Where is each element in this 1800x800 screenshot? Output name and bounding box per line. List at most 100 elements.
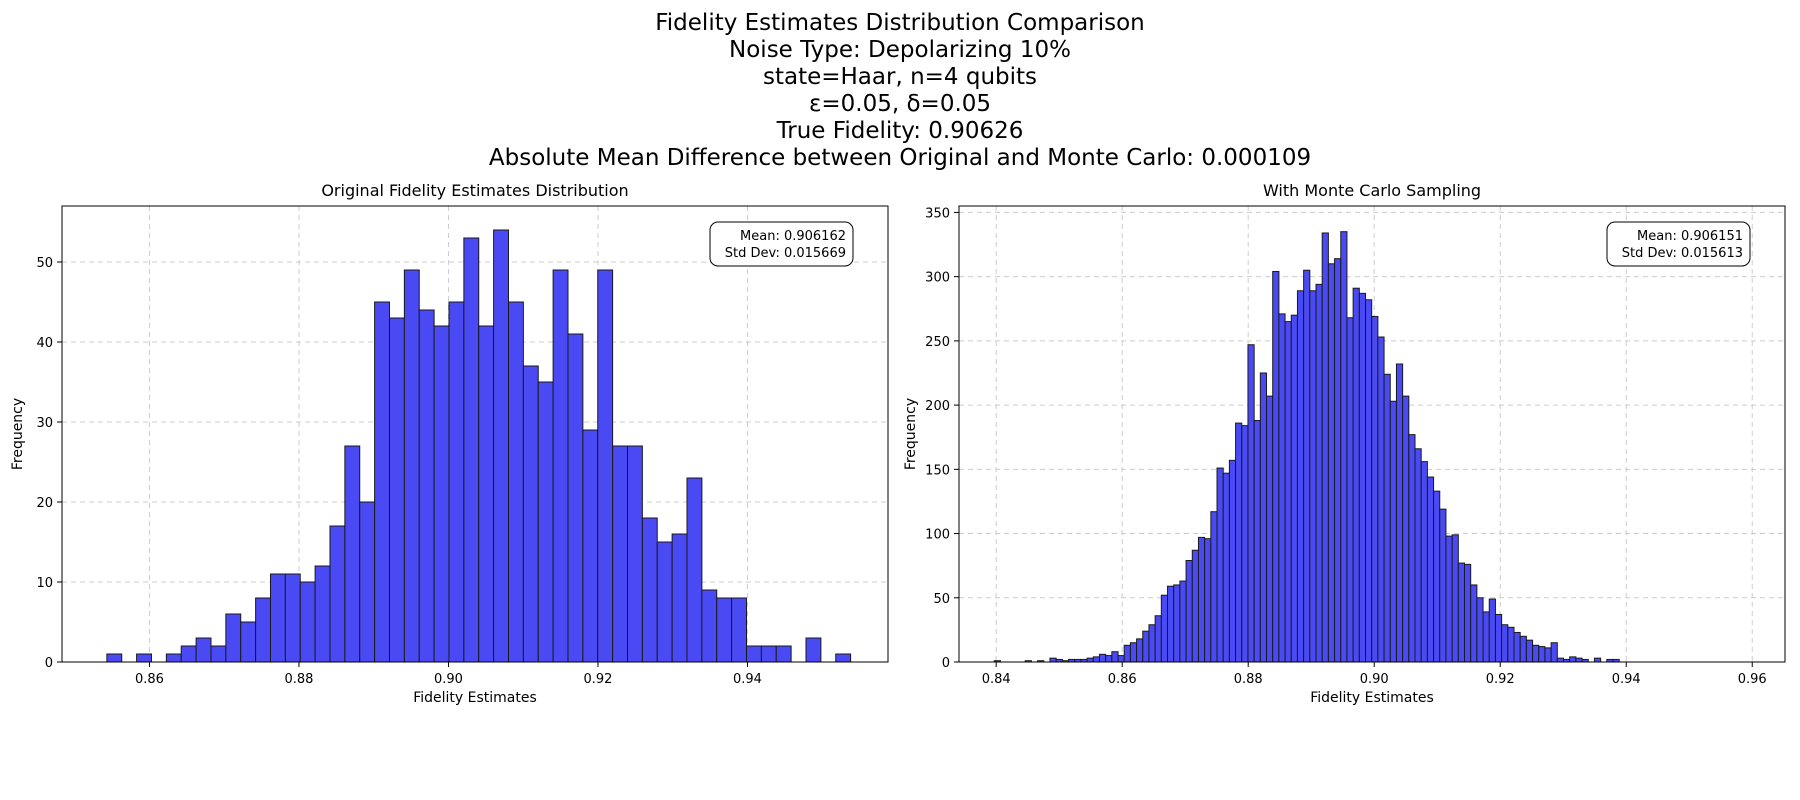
- right-histogram-bar: [1470, 584, 1478, 663]
- right-histogram-bar: [1160, 594, 1169, 663]
- left-histogram-bar: [656, 541, 673, 663]
- right-histogram-bar: [1216, 467, 1224, 663]
- right-histogram-bar: [1197, 536, 1206, 663]
- left-histogram-bar: [284, 573, 301, 663]
- left-histogram-bar: [255, 597, 271, 663]
- right-histogram-bar: [1315, 283, 1323, 663]
- right-histogram-bar: [1222, 472, 1230, 663]
- right-histogram-bar: [1457, 562, 1466, 663]
- left-histogram-bar: [478, 325, 495, 663]
- left-histogram-bar: [165, 653, 182, 663]
- right-histogram-bar: [1538, 646, 1546, 663]
- right-histogram-bar: [1556, 657, 1564, 663]
- left-xtick-label: 0.86: [135, 672, 164, 687]
- right-stats-std: Std Dev: 0.015613: [1622, 246, 1743, 261]
- right-ytick-label: 50: [933, 592, 950, 607]
- right-histogram-bar: [1501, 624, 1509, 663]
- right-histogram-bar: [1371, 315, 1379, 663]
- left-xtick-label: 0.88: [284, 672, 313, 687]
- right-ytick-label: 100: [925, 528, 950, 543]
- right-histogram-bar: [1253, 420, 1261, 663]
- right-stats-box-frame: [1606, 221, 1751, 267]
- left-histogram-bar: [731, 597, 747, 663]
- right-histogram-bar: [1241, 425, 1249, 663]
- right-stats-mean: Mean: 0.906151: [1637, 229, 1743, 244]
- left-histogram-bar: [403, 269, 420, 663]
- left-histogram-bar: [210, 645, 227, 663]
- left-bars: [106, 229, 852, 663]
- right-histogram-bar: [1593, 657, 1602, 663]
- left-histogram-bar: [775, 645, 792, 663]
- right-histogram-bar: [1148, 624, 1156, 663]
- right-xtick-label: 0.94: [1612, 672, 1641, 687]
- right-histogram-bar: [1383, 373, 1391, 663]
- right-histogram-bar: [1544, 647, 1552, 663]
- right-histogram-bar: [1247, 344, 1255, 663]
- left-histogram-bar: [374, 301, 390, 663]
- left-xtick-label: 0.92: [583, 672, 612, 687]
- left-ytick-label: 50: [36, 256, 53, 271]
- right-histogram-bar: [1191, 549, 1199, 663]
- right-ytick-label: 300: [925, 271, 950, 286]
- right-ytick-label: 250: [925, 335, 950, 350]
- left-histogram-bar: [626, 445, 643, 663]
- right-histogram-bar: [1426, 476, 1435, 663]
- right-xtick-label: 0.86: [1108, 672, 1137, 687]
- right-xaxis-label: Fidelity Estimates: [1310, 690, 1434, 706]
- left-histogram-bar: [329, 525, 346, 663]
- right-histogram-bar: [1309, 290, 1317, 663]
- right-histogram-bar: [1136, 638, 1144, 663]
- suptitle-line-5: True Fidelity: 0.90626: [776, 118, 1024, 144]
- left-histogram-panel: 0.86 0.88 0.90 0.92 0.94 0 10 20 30 40 50 Original …: [10, 181, 889, 706]
- left-histogram-bar: [760, 645, 777, 663]
- right-histogram-bar: [1204, 538, 1212, 663]
- right-histogram-bar: [1420, 461, 1428, 663]
- suptitle-line-3: state=Haar, n=4 qubits: [762, 64, 1038, 90]
- left-histogram-bar: [299, 581, 316, 663]
- right-histogram-bar: [1340, 231, 1348, 663]
- left-histogram-bar: [582, 429, 599, 663]
- left-axes-frame: [61, 205, 889, 663]
- right-histogram-bar: [1284, 321, 1292, 663]
- left-histogram-bar: [716, 597, 733, 663]
- left-stats-mean: Mean: 0.906162: [740, 229, 846, 244]
- suptitle-line-2: Noise Type: Depolarizing 10%: [729, 37, 1071, 63]
- right-histogram-bar: [1507, 626, 1515, 663]
- right-histogram-bar: [1476, 597, 1484, 663]
- left-histogram-bar: [418, 309, 435, 663]
- right-histogram-bar: [1092, 656, 1100, 663]
- right-histogram-bar: [1352, 287, 1360, 663]
- right-histogram-bar: [1303, 269, 1311, 663]
- left-histogram-bar: [136, 653, 152, 663]
- left-histogram-bar: [195, 637, 212, 663]
- left-histogram-bar: [448, 301, 465, 663]
- left-histogram-bar: [106, 653, 123, 663]
- right-histogram-bar: [1185, 560, 1193, 663]
- left-ytick-label: 30: [36, 416, 53, 431]
- right-histogram-bar: [1334, 258, 1342, 663]
- right-histogram-bar: [1105, 655, 1113, 663]
- right-histogram-bar: [1513, 631, 1521, 663]
- right-histogram-bar: [1296, 290, 1305, 663]
- left-histogram-bar: [493, 229, 509, 663]
- right-axes-frame: [958, 205, 1786, 663]
- right-histogram-bar: [1494, 613, 1503, 663]
- right-xtick-label: 0.88: [1234, 672, 1263, 687]
- left-ytick-label: 10: [36, 576, 53, 591]
- right-histogram-bar: [1272, 271, 1280, 663]
- left-histogram-bar: [686, 477, 703, 663]
- left-histogram-bar: [388, 317, 405, 663]
- right-histogram-bar: [1389, 400, 1397, 663]
- right-histogram-bar: [1098, 653, 1107, 663]
- left-histogram-bar: [537, 381, 554, 663]
- right-histogram-bar: [1210, 511, 1218, 663]
- suptitle-line-1: Fidelity Estimates Distribution Comparis…: [655, 10, 1145, 36]
- right-histogram-bar: [1358, 292, 1367, 663]
- right-histogram-bar: [1235, 422, 1243, 663]
- left-histogram-bar: [180, 645, 197, 663]
- right-histogram-bar: [1365, 299, 1373, 663]
- right-histogram-bar: [1167, 585, 1175, 663]
- left-histogram-bar: [641, 517, 658, 663]
- left-histogram-bar: [552, 269, 569, 663]
- left-xtick-label: 0.94: [733, 672, 762, 687]
